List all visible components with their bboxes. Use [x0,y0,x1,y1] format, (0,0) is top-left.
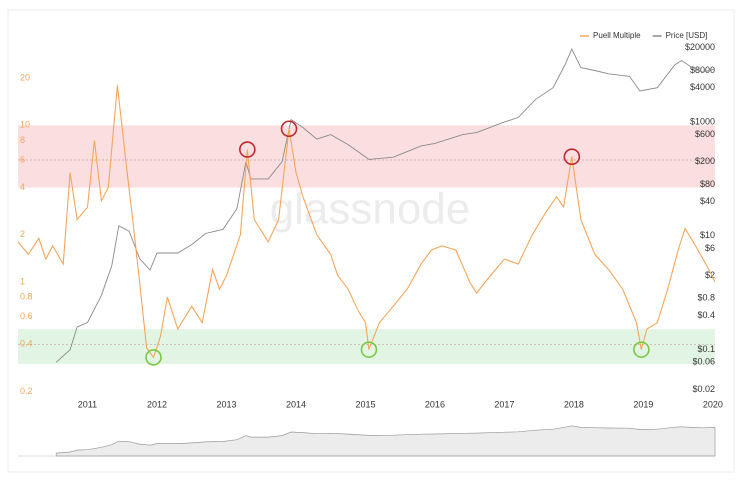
y2-tick-label: $4000 [690,82,715,92]
y2-tick-label: $8000 [690,65,715,75]
x-tick-label: 2015 [355,399,375,409]
y-tick-label: 6 [20,154,25,164]
y2-tick-label: $1000 [690,116,715,126]
y2-tick-label: $0.06 [692,357,715,367]
legend-label: Price [USD] [666,31,708,40]
x-tick-label: 2020 [703,399,723,409]
card [7,9,735,473]
x-tick-label: 2017 [494,399,514,409]
y2-tick-label: $0.8 [697,293,715,303]
x-tick-label: 2012 [147,399,167,409]
y-tick-label: 0.2 [20,386,33,396]
y2-tick-label: $2 [705,270,715,280]
y-tick-label: 10 [20,120,30,130]
legend-label: Puell Multiple [593,31,641,40]
y2-tick-label: $10 [700,230,715,240]
highlight-circle [360,341,378,358]
y2-tick-label: $40 [700,196,715,206]
y2-tick-label: $20000 [685,42,715,52]
y-tick-label: 4 [20,182,25,192]
y-tick-label: 0.4 [20,339,33,349]
highlight-circle [280,120,298,138]
highlight-circle [563,148,581,166]
highlight-circle [145,349,162,366]
y2-tick-label: $200 [695,156,715,166]
y2-tick-label: $0.4 [697,310,715,320]
y2-tick-label: $80 [700,179,715,189]
y2-tick-label: $0.02 [692,384,715,394]
x-tick-label: 2016 [425,399,445,409]
y2-tick-label: $0.1 [697,344,715,354]
navigator-area [55,425,716,457]
series-line [17,85,716,359]
x-tick-label: 2019 [633,399,653,409]
y-tick-label: 8 [20,135,25,145]
x-tick-label: 2018 [564,399,584,409]
y2-tick-label: $600 [695,129,715,139]
x-tick-label: 2011 [78,399,97,409]
zone-band [18,125,715,188]
series-line [55,48,716,363]
y-tick-label: 0.6 [20,311,33,321]
x-tick-label: 2013 [216,399,236,409]
watermark: glassnode [270,185,471,234]
y-tick-label: 1 [20,276,25,286]
x-tick-label: 2014 [286,399,306,409]
y-tick-label: 2 [20,229,25,239]
highlight-circle [239,141,256,158]
y-tick-label: 0.8 [20,292,33,302]
y2-tick-label: $6 [705,243,715,253]
highlight-circle [633,341,650,358]
y-tick-label: 20 [20,72,30,82]
